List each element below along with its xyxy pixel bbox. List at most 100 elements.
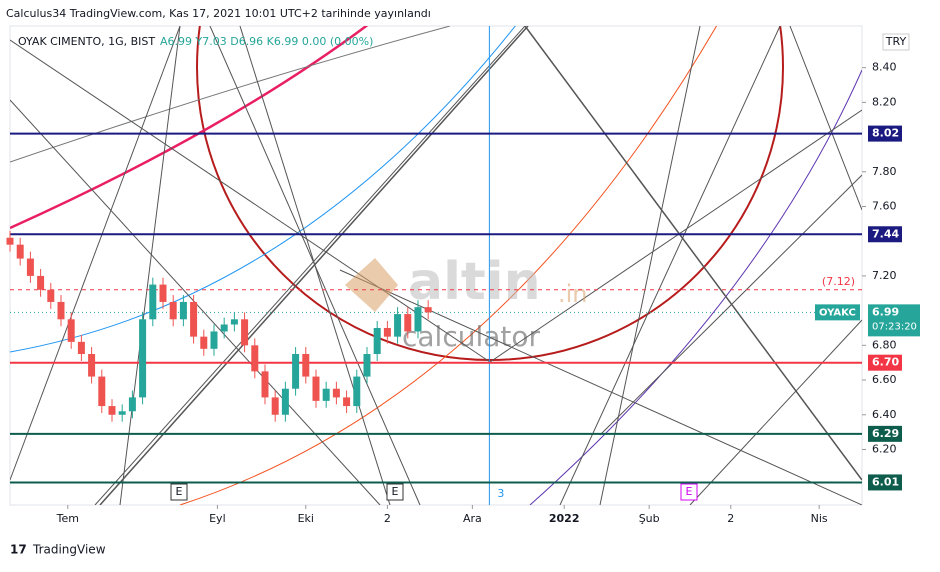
candle [149, 277, 157, 327]
candle-body [179, 301, 187, 320]
y-tick-label: 6.20 [872, 442, 897, 455]
publisher: Calculus34 TradingView.com, Kas 17, 2021… [6, 7, 431, 20]
level-tag [868, 425, 902, 442]
candle [179, 295, 187, 327]
countdown: 07:23:20 [872, 321, 917, 332]
candle [343, 390, 351, 414]
candle-body [302, 354, 310, 377]
y-tick-label: 7.80 [872, 165, 897, 178]
candle [77, 334, 85, 361]
candle-body [312, 376, 320, 401]
price-tag-label: 6.99 [872, 305, 899, 318]
candle [292, 347, 300, 396]
candle [169, 295, 177, 327]
currency: TRY [885, 35, 907, 48]
level-tag [868, 226, 902, 243]
symbol: OYAK CIMENTO, 1G, BIST [18, 35, 155, 48]
level-label: 6.70 [872, 356, 899, 369]
candle-body [394, 314, 402, 337]
candle-body [292, 354, 300, 389]
candle [128, 390, 136, 419]
x-tick-label: 2 [727, 512, 734, 525]
level-tag [868, 125, 902, 142]
candle-body [16, 244, 24, 259]
arc [10, 26, 451, 163]
candle [47, 282, 55, 309]
drawings [10, 26, 862, 505]
ohlc: A6.99 Y7.03 D6.96 K6.99 0.00 (0.00%) [160, 35, 373, 48]
candle [302, 347, 310, 384]
x-tick-label: Ara [463, 512, 482, 525]
candle [108, 399, 116, 422]
x-tick-label: Nis [811, 512, 828, 525]
candle [26, 251, 34, 283]
candle [37, 268, 45, 297]
candle-body [261, 371, 269, 398]
candle-body [241, 319, 249, 346]
candle-body [88, 354, 96, 377]
logo [345, 258, 398, 312]
candle [271, 390, 279, 422]
level-label: 8.02 [872, 127, 899, 140]
candle-body [230, 319, 238, 325]
candle [251, 338, 259, 379]
candle-body [322, 388, 330, 401]
level-tag [868, 354, 902, 371]
candle [373, 321, 381, 361]
candle-body [149, 284, 157, 320]
candle [139, 312, 147, 405]
y-tick-label: 8.40 [872, 61, 897, 74]
arc [196, 26, 784, 361]
candle-body [98, 376, 106, 407]
candle-body [383, 327, 391, 337]
candle [241, 312, 249, 353]
candle [261, 364, 269, 405]
candle [118, 404, 126, 422]
candle-body [118, 411, 126, 415]
watermark: altin .in calculator [345, 252, 588, 353]
candle-body [343, 397, 351, 407]
candle [332, 381, 340, 405]
arc [10, 26, 369, 230]
candle-body [47, 289, 55, 302]
watermark-sub: calculator [402, 320, 541, 353]
candle [404, 307, 412, 339]
dashed-level-label: (7.12) [822, 275, 855, 288]
candle [16, 237, 24, 266]
candle [230, 312, 238, 332]
x-tick-label: Şub [639, 512, 660, 525]
candle-body [159, 284, 167, 302]
candle-body [404, 314, 412, 332]
candle [394, 307, 402, 344]
candle-body [414, 307, 422, 332]
candle [88, 347, 96, 384]
candle [210, 324, 218, 356]
tv-logo: 17 [10, 543, 27, 557]
candle [414, 300, 422, 339]
y-tick-label: 8.20 [872, 95, 897, 108]
event-marker-label: E [176, 485, 183, 498]
candle [67, 312, 75, 349]
price-tag [868, 304, 920, 337]
candle [383, 321, 391, 344]
currency-box [882, 33, 910, 51]
candle [281, 381, 289, 422]
symbol-tag [815, 304, 860, 321]
candle [220, 317, 228, 339]
x-tick-label: 2 [384, 512, 391, 525]
candle [353, 369, 361, 414]
x-tick-label: Tem [56, 512, 79, 525]
candle-body [37, 275, 45, 290]
event-marker [680, 483, 698, 501]
candle-body [373, 327, 381, 355]
candle-body [424, 307, 432, 313]
event-marker-label: E [392, 485, 399, 498]
candle-body [271, 397, 279, 415]
x-tick-label: Eki [298, 512, 314, 525]
candle-body [210, 331, 218, 349]
y-tick-label: 6.80 [872, 338, 897, 351]
symbol-tag-label: OYAKC [819, 307, 856, 318]
candle-body [139, 319, 147, 398]
